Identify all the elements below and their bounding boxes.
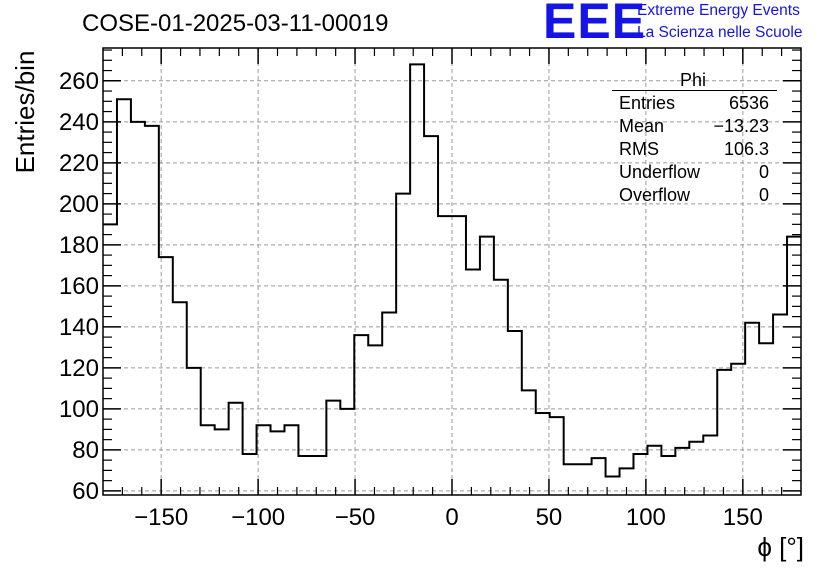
x-tick-label: 50 xyxy=(536,504,563,531)
histogram-bin xyxy=(229,403,243,495)
histogram-bin xyxy=(438,216,452,495)
histogram-bin xyxy=(508,331,522,495)
stats-key: Entries xyxy=(619,93,676,113)
x-tick-label: −100 xyxy=(231,504,285,531)
histogram-bin xyxy=(257,425,271,495)
histogram-bin xyxy=(103,224,117,495)
histogram-bin xyxy=(759,343,773,495)
histogram-bin xyxy=(675,448,689,495)
x-tick-label: 0 xyxy=(445,504,458,531)
histogram-bin xyxy=(480,237,494,495)
histogram-bin xyxy=(606,477,620,495)
histogram-bin xyxy=(620,468,634,495)
histogram-bin xyxy=(452,216,466,495)
histogram-bin xyxy=(173,302,187,495)
stats-value: 0 xyxy=(758,185,769,205)
y-tick-label: 260 xyxy=(59,68,99,95)
x-axis-label: ϕ [°] xyxy=(757,532,804,562)
stats-key: Mean xyxy=(619,116,665,136)
histogram-bin xyxy=(117,99,131,495)
histogram-bin xyxy=(703,436,717,495)
histogram-bin xyxy=(396,194,410,495)
histogram-bin xyxy=(647,446,661,495)
y-tick-label: 120 xyxy=(59,355,99,382)
axis-tick-labels: −150 −100 −50 0 50 100 150 60 80 100 120 140 160 180 2… xyxy=(59,68,763,531)
y-tick-label: 80 xyxy=(72,437,99,464)
histogram-bin xyxy=(298,456,312,495)
histogram-bin xyxy=(578,464,592,495)
y-tick-label: 180 xyxy=(59,232,99,259)
y-axis-label: Entries/bin xyxy=(10,50,40,174)
y-tick-label: 100 xyxy=(59,396,99,423)
x-tick-label: 150 xyxy=(723,504,763,531)
x-tick-label: −50 xyxy=(335,504,376,531)
histogram-bin xyxy=(522,390,536,495)
x-tick-label: −150 xyxy=(134,504,188,531)
logo-line-1: Extreme Energy Events xyxy=(637,2,800,19)
histogram-bin xyxy=(187,368,201,495)
stats-key: Overflow xyxy=(619,185,691,205)
histogram-bin xyxy=(145,126,159,495)
stats-title: Phi xyxy=(680,70,707,90)
histogram-bin xyxy=(326,401,340,495)
histogram-bin xyxy=(215,429,229,495)
histogram-bin xyxy=(354,335,368,495)
histogram-bin xyxy=(159,257,173,495)
y-tick-label: 140 xyxy=(59,314,99,341)
histogram-bin xyxy=(466,269,480,495)
stats-divider xyxy=(612,90,777,91)
y-tick-label: 200 xyxy=(59,191,99,218)
stats-key: RMS xyxy=(619,139,659,159)
stats-key: Underflow xyxy=(619,162,701,182)
y-tick-label: 60 xyxy=(72,478,99,505)
histogram-bin xyxy=(494,280,508,495)
histogram-bin xyxy=(731,364,745,495)
histogram-bin xyxy=(550,417,564,495)
histogram-bin xyxy=(368,345,382,495)
histogram-bin xyxy=(564,464,578,495)
histogram-bin xyxy=(131,122,145,495)
y-tick-label: 220 xyxy=(59,150,99,177)
plot-title: COSE-01-2025-03-11-00019 xyxy=(82,10,389,37)
histogram-bin xyxy=(243,454,257,495)
histogram-bin xyxy=(592,458,606,495)
eee-logo: EEE xyxy=(543,0,647,49)
histogram-bin xyxy=(773,315,787,495)
histogram-bin xyxy=(717,370,731,495)
histogram-bin xyxy=(340,409,354,495)
histogram-bin xyxy=(661,456,675,495)
histogram-bin xyxy=(633,454,647,495)
x-tick-label: 100 xyxy=(626,504,666,531)
stats-value: 106.3 xyxy=(723,139,769,159)
stats-value: 6536 xyxy=(728,93,769,113)
histogram-bin xyxy=(382,313,396,495)
histogram-series-line xyxy=(103,63,801,478)
stats-value: 0 xyxy=(758,162,769,182)
histogram-bin xyxy=(689,442,703,495)
histogram-bin xyxy=(410,64,424,495)
histogram-bin xyxy=(745,323,759,495)
histogram-bin xyxy=(787,237,801,495)
y-tick-label: 160 xyxy=(59,273,99,300)
histogram-bin xyxy=(312,456,326,495)
histogram-bin xyxy=(424,136,438,495)
logo-line-2: La Scienza nelle Scuole xyxy=(637,24,803,41)
histogram-bin xyxy=(201,425,215,495)
histogram-bin xyxy=(284,425,298,495)
stats-value: −13.23 xyxy=(713,116,769,136)
histogram-bin xyxy=(271,431,285,495)
y-tick-label: 240 xyxy=(59,109,99,136)
histogram-bin xyxy=(536,413,550,495)
